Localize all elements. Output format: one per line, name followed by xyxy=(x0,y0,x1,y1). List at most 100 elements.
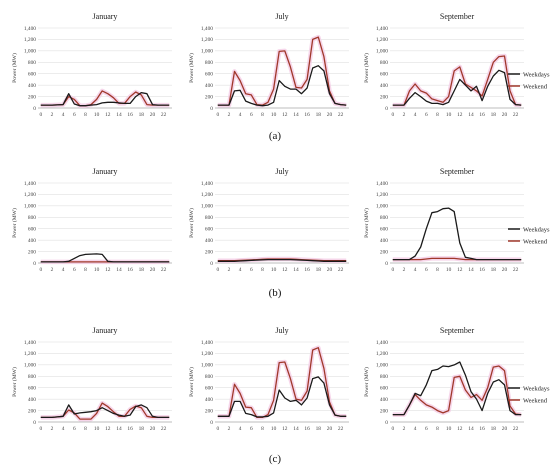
y-tick-label: 600 xyxy=(205,227,213,233)
weekend-line-glow xyxy=(392,363,522,417)
x-tick-label: 2 xyxy=(403,112,406,118)
y-tick-label: 800 xyxy=(380,374,388,380)
x-tick-label: 2 xyxy=(51,426,54,432)
x-tick-label: 14 xyxy=(116,112,122,118)
x-tick-label: 8 xyxy=(436,426,439,432)
x-tick-label: 12 xyxy=(282,112,288,118)
y-tick-label: 1,200 xyxy=(376,37,388,43)
y-tick-label: 1,200 xyxy=(24,351,36,357)
x-tick-label: 8 xyxy=(84,112,87,118)
weekend-line-glow xyxy=(392,53,522,108)
y-axis-label: Power (MW) xyxy=(188,53,195,83)
y-axis-label: Power (MW) xyxy=(363,208,370,238)
weekdays-line xyxy=(392,207,522,261)
x-tick-label: 6 xyxy=(73,267,76,273)
x-tick-label: 18 xyxy=(491,267,497,273)
y-tick-label: 1,000 xyxy=(376,363,388,369)
y-tick-label: 400 xyxy=(28,397,36,403)
y-tick-label: 800 xyxy=(28,60,36,66)
x-tick-label: 16 xyxy=(127,112,133,118)
x-tick-label: 10 xyxy=(94,426,100,432)
y-tick-label: 400 xyxy=(205,238,213,244)
y-tick-label: 800 xyxy=(380,60,388,66)
y-axis-label: Power (MW) xyxy=(11,208,18,238)
x-tick-label: 12 xyxy=(457,267,463,273)
x-tick-label: 6 xyxy=(73,426,76,432)
legend-label-weekdays: Weekdays xyxy=(523,385,550,392)
x-tick-label: 12 xyxy=(105,426,111,432)
chart-title: January xyxy=(93,326,118,335)
x-tick-label: 12 xyxy=(105,267,111,273)
weekend-line-glow xyxy=(217,34,347,108)
x-tick-label: 0 xyxy=(391,267,394,273)
y-tick-label: 1,200 xyxy=(201,37,213,43)
x-tick-label: 10 xyxy=(446,267,452,273)
y-tick-label: 200 xyxy=(205,249,213,255)
weekdays-line xyxy=(40,91,170,107)
y-tick-label: 200 xyxy=(28,94,36,100)
y-tick-label: 1,000 xyxy=(376,204,388,210)
x-tick-label: 14 xyxy=(293,112,299,118)
x-tick-label: 8 xyxy=(436,112,439,118)
y-tick-label: 1,200 xyxy=(24,192,36,198)
x-tick-label: 8 xyxy=(436,267,439,273)
x-tick-label: 4 xyxy=(62,112,65,118)
x-tick-label: 22 xyxy=(161,267,167,273)
y-tick-label: 1,200 xyxy=(24,37,36,43)
y-tick-label: 0 xyxy=(385,261,388,267)
y-tick-label: 600 xyxy=(380,386,388,392)
y-axis-label: Power (MW) xyxy=(363,367,370,397)
y-tick-label: 0 xyxy=(385,106,388,112)
x-tick-label: 20 xyxy=(327,426,333,432)
x-tick-label: 10 xyxy=(271,426,277,432)
x-tick-label: 18 xyxy=(316,267,322,273)
x-tick-label: 2 xyxy=(51,267,54,273)
x-tick-label: 10 xyxy=(271,112,277,118)
y-tick-label: 800 xyxy=(205,374,213,380)
y-tick-label: 0 xyxy=(210,261,213,267)
legend-label-weekend: Weekend xyxy=(523,397,548,404)
legend-label-weekend: Weekend xyxy=(523,238,548,245)
x-tick-label: 22 xyxy=(513,112,519,118)
y-tick-label: 200 xyxy=(380,408,388,414)
y-tick-label: 800 xyxy=(28,215,36,221)
x-tick-label: 16 xyxy=(127,267,133,273)
x-tick-label: 14 xyxy=(116,426,122,432)
x-tick-label: 12 xyxy=(282,426,288,432)
y-tick-label: 1,000 xyxy=(201,363,213,369)
legend-label-weekdays: Weekdays xyxy=(523,71,550,78)
y-axis-label: Power (MW) xyxy=(188,208,195,238)
y-tick-label: 200 xyxy=(205,94,213,100)
x-tick-label: 8 xyxy=(261,112,264,118)
y-tick-label: 400 xyxy=(28,238,36,244)
chart-title: January xyxy=(93,12,118,21)
y-axis-label: Power (MW) xyxy=(11,367,18,397)
x-tick-label: 22 xyxy=(338,112,344,118)
weekdays-line xyxy=(392,361,522,416)
chart-3: September02004006008001,0001,2001,400Pow… xyxy=(363,12,550,118)
x-tick-label: 18 xyxy=(491,112,497,118)
x-tick-label: 20 xyxy=(150,426,156,432)
legend-label-weekdays: Weekdays xyxy=(523,226,550,233)
weekdays-line xyxy=(392,69,522,106)
x-tick-label: 14 xyxy=(468,267,474,273)
x-tick-label: 4 xyxy=(414,267,417,273)
x-tick-label: 12 xyxy=(282,267,288,273)
weekdays-line xyxy=(217,376,347,418)
x-tick-label: 2 xyxy=(51,112,54,118)
x-tick-label: 0 xyxy=(39,267,42,273)
x-tick-label: 18 xyxy=(316,426,322,432)
x-tick-label: 6 xyxy=(73,112,76,118)
y-tick-label: 600 xyxy=(28,227,36,233)
weekdays-line xyxy=(40,253,170,263)
x-tick-label: 8 xyxy=(261,267,264,273)
chart-title: January xyxy=(93,167,118,176)
x-tick-label: 20 xyxy=(150,112,156,118)
x-tick-label: 0 xyxy=(391,112,394,118)
panel-label-c: (c) xyxy=(269,453,282,465)
weekdays-line xyxy=(217,258,347,262)
x-tick-label: 10 xyxy=(446,426,452,432)
x-tick-label: 16 xyxy=(304,112,310,118)
